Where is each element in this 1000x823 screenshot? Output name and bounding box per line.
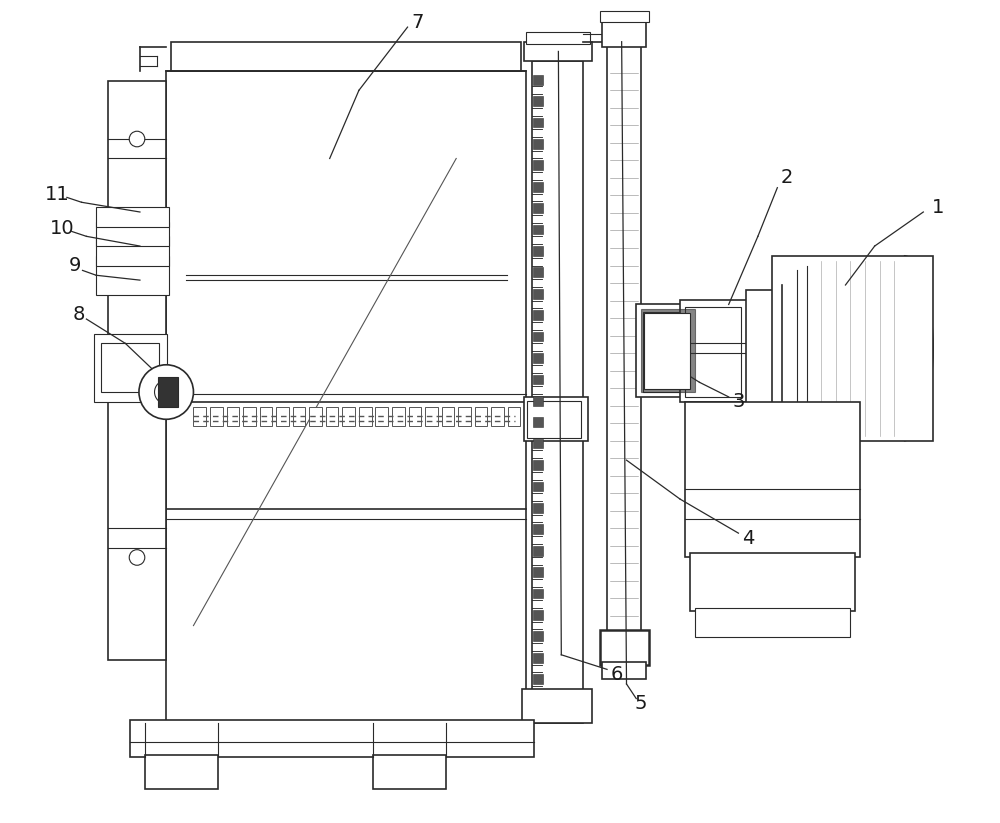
Bar [533,567,543,577]
Bar [145,755,218,789]
Bar [690,552,855,611]
Bar [533,267,543,277]
Circle shape [139,365,193,419]
Text: 6: 6 [611,665,623,684]
Text: 4: 4 [742,528,754,547]
Bar [475,407,487,426]
Bar [533,524,543,534]
Bar [533,332,543,342]
Bar [293,407,305,426]
Circle shape [129,550,145,565]
Bar [96,207,169,226]
Bar [96,236,169,266]
Bar [533,203,543,213]
Bar [644,314,690,389]
Bar [746,290,775,412]
Bar [533,439,543,449]
Bar [96,221,169,246]
Bar [527,401,581,438]
Bar [602,662,646,679]
Bar [359,407,372,426]
Bar [166,71,526,723]
Bar [392,407,405,426]
Bar [533,631,543,641]
Bar [522,689,592,723]
Bar [636,305,699,397]
Bar [508,407,520,426]
Bar [533,225,543,235]
Bar [533,460,543,470]
Bar [533,481,543,491]
Text: 11: 11 [45,185,70,204]
Text: 7: 7 [411,12,423,32]
Bar [96,256,169,295]
Bar [533,160,543,170]
Bar [533,139,543,149]
Bar [600,11,649,22]
Bar [600,630,649,664]
Bar [533,118,543,128]
Bar [602,17,646,47]
Bar [94,333,167,402]
Bar [373,755,446,789]
Bar [243,407,256,426]
Bar [158,378,178,407]
Bar [533,610,543,620]
Bar [533,417,543,427]
Text: 10: 10 [50,219,74,238]
Bar [108,81,166,660]
Bar [524,42,592,61]
Text: 5: 5 [635,694,647,713]
Bar [210,407,223,426]
Text: 3: 3 [732,393,745,412]
Bar [533,674,543,684]
Bar [526,32,590,44]
Bar [680,300,748,402]
Bar [695,608,850,637]
Bar [425,407,438,426]
Bar [409,407,421,426]
Bar [641,309,695,392]
Bar [772,256,933,440]
Text: 1: 1 [932,198,944,216]
Bar [193,407,206,426]
Bar [260,407,272,426]
Bar [685,307,741,397]
Bar [276,407,289,426]
Bar [533,289,543,299]
Bar [375,407,388,426]
Bar [532,61,583,723]
Circle shape [155,380,178,404]
Bar [227,407,239,426]
Bar [533,353,543,363]
Bar [533,588,543,598]
Circle shape [129,131,145,146]
Text: 9: 9 [69,256,81,275]
Bar [442,407,454,426]
Bar [533,546,543,556]
Bar [533,310,543,320]
Bar [533,374,543,384]
Bar [326,407,338,426]
Bar [342,407,355,426]
Bar [524,397,588,440]
Text: 2: 2 [781,169,793,188]
Bar [309,407,322,426]
Bar [491,407,504,426]
Bar [101,343,159,392]
Bar [533,503,543,513]
Bar [643,312,692,392]
Bar [533,75,543,85]
Bar [533,246,543,256]
Bar [533,653,543,663]
Text: 8: 8 [72,305,85,323]
Bar [533,396,543,406]
Bar [685,402,860,557]
Bar [171,42,521,71]
Bar [458,407,471,426]
Bar [130,720,534,757]
Bar [533,96,543,106]
Bar [607,42,641,635]
Bar [533,182,543,192]
